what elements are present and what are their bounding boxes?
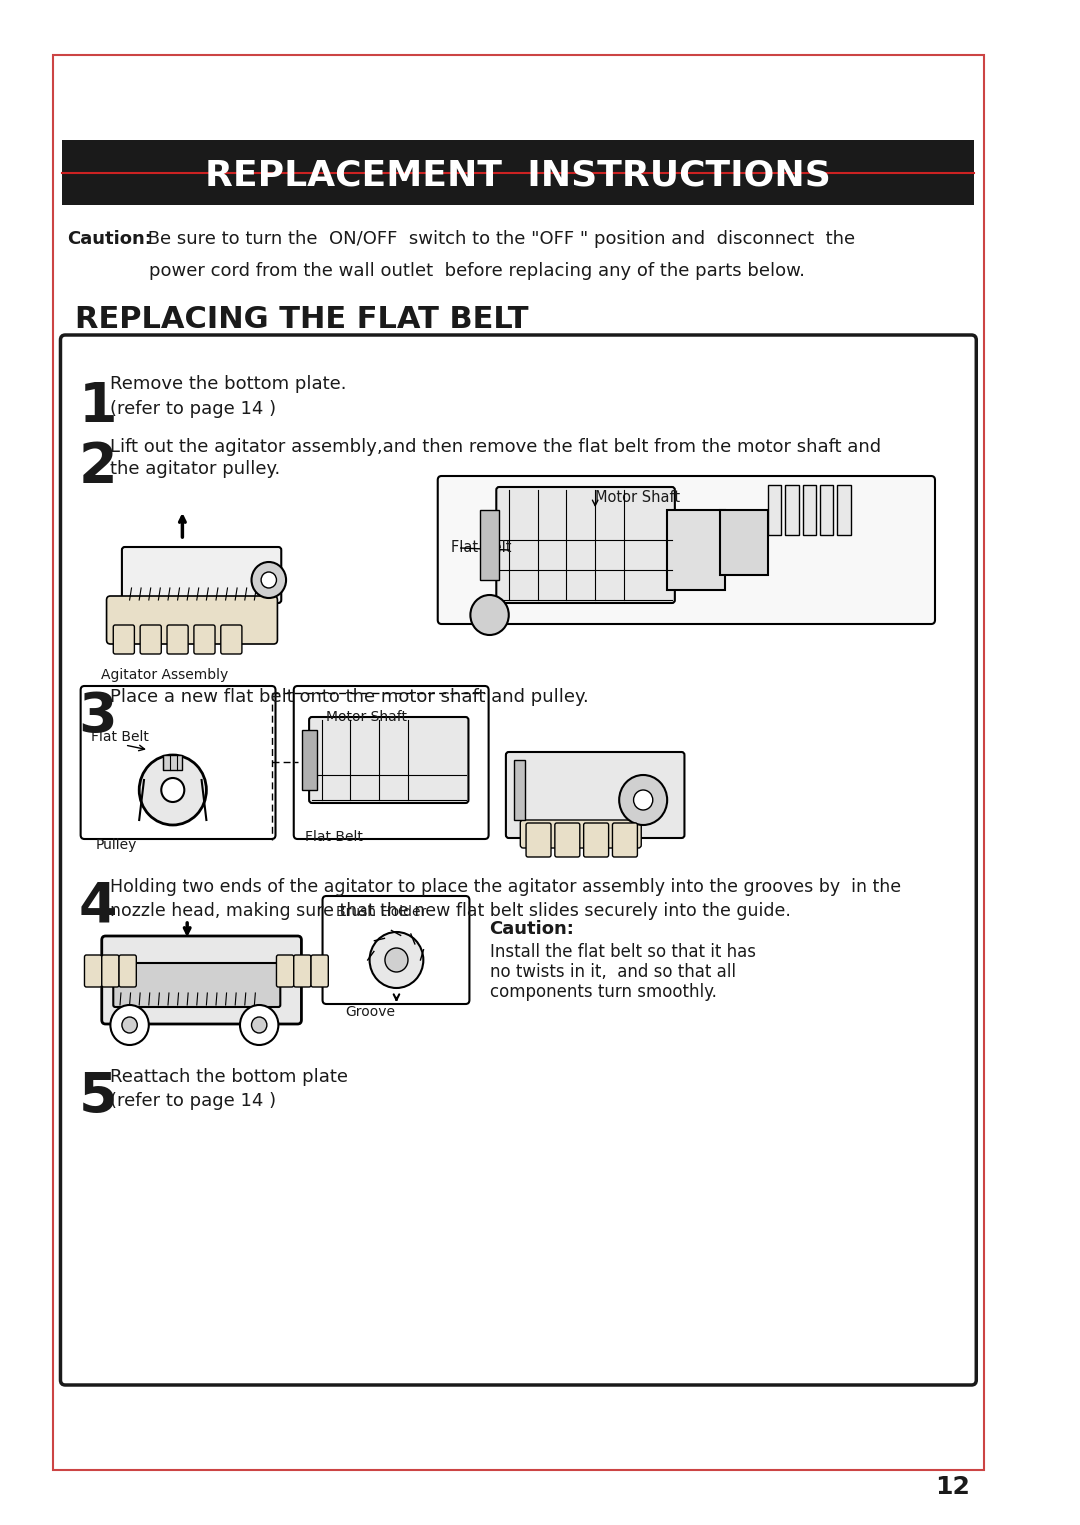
Text: Flat Belt: Flat Belt (306, 830, 363, 843)
Bar (837, 485, 851, 535)
Circle shape (139, 755, 206, 825)
Text: 3: 3 (79, 689, 118, 744)
Text: no twists in it,  and so that all: no twists in it, and so that all (489, 962, 735, 981)
FancyBboxPatch shape (311, 955, 328, 987)
Text: Motor Shaft: Motor Shaft (326, 711, 407, 724)
Circle shape (369, 932, 423, 988)
Text: (refer to page 14 ): (refer to page 14 ) (110, 400, 276, 418)
FancyBboxPatch shape (84, 955, 102, 987)
Text: (refer to page 14 ): (refer to page 14 ) (110, 1092, 276, 1110)
Wedge shape (471, 595, 509, 634)
FancyBboxPatch shape (140, 625, 161, 654)
Bar (667, 509, 725, 590)
Bar (480, 509, 499, 580)
Text: Brush Holder: Brush Holder (336, 904, 427, 920)
FancyBboxPatch shape (167, 625, 188, 654)
Bar (163, 755, 183, 770)
Text: Groove: Groove (346, 1005, 395, 1019)
Text: Remove the bottom plate.: Remove the bottom plate. (110, 375, 347, 393)
Circle shape (122, 1017, 137, 1032)
Circle shape (252, 1017, 267, 1032)
FancyBboxPatch shape (294, 686, 488, 839)
Text: Flat Belt: Flat Belt (91, 730, 149, 744)
FancyBboxPatch shape (583, 824, 609, 857)
FancyBboxPatch shape (113, 962, 281, 1006)
Text: components turn smoothly.: components turn smoothly. (489, 984, 716, 1000)
FancyBboxPatch shape (294, 955, 311, 987)
FancyBboxPatch shape (309, 717, 469, 804)
FancyBboxPatch shape (81, 686, 275, 839)
Text: Holding two ends of the agitator to place the agitator assembly into the grooves: Holding two ends of the agitator to plac… (110, 878, 902, 897)
Text: Lift out the agitator assembly,and then remove the flat belt from the motor shaf: Lift out the agitator assembly,and then … (110, 438, 881, 456)
Circle shape (252, 563, 286, 598)
Circle shape (161, 778, 185, 802)
Bar (785, 485, 799, 535)
Bar (514, 759, 525, 820)
FancyBboxPatch shape (437, 476, 935, 624)
FancyBboxPatch shape (122, 547, 281, 602)
FancyBboxPatch shape (555, 824, 580, 857)
Text: 1: 1 (79, 380, 118, 435)
Text: REPLACING THE FLAT BELT: REPLACING THE FLAT BELT (75, 305, 528, 334)
FancyBboxPatch shape (119, 955, 136, 987)
FancyBboxPatch shape (521, 820, 642, 848)
FancyBboxPatch shape (102, 955, 119, 987)
Circle shape (240, 1005, 279, 1045)
FancyBboxPatch shape (107, 596, 278, 644)
Bar (720, 509, 768, 575)
Text: Place a new flat belt onto the motor shaft and pulley.: Place a new flat belt onto the motor sha… (110, 688, 590, 706)
FancyBboxPatch shape (526, 824, 551, 857)
Bar (768, 485, 782, 535)
FancyBboxPatch shape (113, 625, 134, 654)
Text: the agitator pulley.: the agitator pulley. (110, 461, 281, 477)
Text: nozzle head, making sure that the new flat belt slides securely into the guide.: nozzle head, making sure that the new fl… (110, 901, 792, 920)
Text: Motor Shaft: Motor Shaft (595, 490, 680, 505)
FancyBboxPatch shape (194, 625, 215, 654)
FancyBboxPatch shape (102, 936, 301, 1023)
Text: 2: 2 (79, 441, 118, 494)
Circle shape (110, 1005, 149, 1045)
Text: Agitator Assembly: Agitator Assembly (100, 668, 228, 682)
Bar (820, 485, 834, 535)
Text: Be sure to turn the  ON/OFF  switch to the "OFF " position and  disconnect  the: Be sure to turn the ON/OFF switch to the… (143, 230, 855, 249)
FancyBboxPatch shape (612, 824, 637, 857)
Text: power cord from the wall outlet  before replacing any of the parts below.: power cord from the wall outlet before r… (149, 262, 805, 281)
Text: 12: 12 (934, 1475, 970, 1499)
Text: REPLACEMENT  INSTRUCTIONS: REPLACEMENT INSTRUCTIONS (205, 159, 832, 192)
Text: Caution:: Caution: (67, 230, 152, 249)
Text: Pulley: Pulley (96, 839, 137, 852)
Text: 4: 4 (79, 880, 118, 933)
Bar (63, 140, 974, 204)
Circle shape (261, 572, 276, 589)
Circle shape (619, 775, 667, 825)
Text: Reattach the bottom plate: Reattach the bottom plate (110, 1068, 349, 1086)
Bar (802, 485, 816, 535)
Circle shape (384, 949, 408, 971)
Bar (302, 730, 316, 790)
FancyBboxPatch shape (505, 752, 685, 839)
Text: Flat Belt: Flat Belt (451, 540, 512, 555)
FancyBboxPatch shape (220, 625, 242, 654)
FancyBboxPatch shape (276, 955, 294, 987)
Text: Caution:: Caution: (489, 920, 575, 938)
FancyBboxPatch shape (323, 897, 470, 1003)
Text: Install the flat belt so that it has: Install the flat belt so that it has (489, 942, 756, 961)
Text: 5: 5 (79, 1071, 118, 1124)
FancyBboxPatch shape (497, 486, 675, 602)
Circle shape (634, 790, 652, 810)
